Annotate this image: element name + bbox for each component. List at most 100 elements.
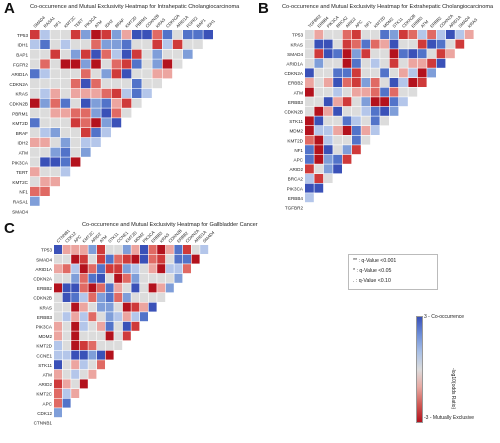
heatmap-cell: [342, 126, 352, 135]
heatmap-cell: [131, 245, 140, 254]
heatmap-cell: [370, 87, 380, 97]
heatmap-cell: [157, 254, 166, 264]
panel-c-title: Co-occurrence and Mutual Exclusivity Hea…: [82, 222, 258, 228]
heatmap-cell: [50, 118, 60, 128]
heatmap-cell: [40, 69, 50, 79]
heatmap-cell: [40, 157, 50, 167]
heatmap-cell: [370, 116, 380, 126]
heatmap-cell: [408, 49, 418, 59]
heatmap-cell: [79, 264, 88, 274]
heatmap-cell: [54, 360, 62, 370]
heatmap-cell: [79, 254, 88, 264]
heatmap-cell: [389, 68, 399, 78]
heatmap-cell: [333, 154, 342, 164]
heatmap-cell: [114, 312, 123, 322]
heatmap-cell: [417, 78, 427, 87]
heatmap-cell: [305, 39, 314, 49]
row-label-brca2: BRCA2: [288, 177, 304, 182]
heatmap-cell: [81, 79, 91, 89]
heatmap-cell: [50, 177, 60, 187]
heatmap-cell: [30, 128, 40, 138]
heatmap-cell: [71, 245, 80, 254]
heatmap-cell: [352, 49, 361, 59]
col-label-atm: ATM: [93, 19, 103, 29]
heatmap-cell: [70, 59, 81, 69]
heatmap-cell: [54, 283, 62, 293]
heatmap-cell: [408, 39, 418, 49]
heatmap-cell: [148, 283, 157, 293]
heatmap-cell: [40, 137, 50, 147]
row-label-arid1a: ARID1A: [35, 267, 53, 272]
heatmap-cell: [380, 116, 389, 126]
heatmap-cell: [389, 97, 399, 107]
heatmap-cell: [30, 49, 40, 59]
heatmap-cell: [142, 59, 152, 69]
heatmap-cell: [140, 302, 148, 312]
heatmap-cell: [81, 88, 91, 98]
heatmap-cell: [79, 273, 88, 283]
panel-b-title: Co-occurrence and Mutual Exclusivity Hea…: [282, 4, 494, 10]
heatmap-cell: [314, 39, 324, 49]
heatmap-cell: [105, 273, 114, 283]
heatmap-cell: [71, 254, 80, 264]
row-label-erbb2: ERBB2: [37, 286, 53, 291]
heatmap-cell: [122, 312, 131, 322]
heatmap-cell: [79, 302, 88, 312]
heatmap-cell: [62, 254, 71, 264]
heatmap-cell: [408, 58, 418, 68]
heatmap-cell: [436, 30, 446, 39]
row-label-braf: BRAF: [16, 131, 28, 136]
heatmap-cell: [71, 369, 80, 379]
heatmap-cell: [50, 108, 60, 118]
row-label-atm: ATM: [43, 373, 53, 378]
heatmap-cell: [380, 30, 389, 39]
heatmap-cell: [97, 293, 105, 302]
heatmap-cell: [370, 97, 380, 107]
row-label-kmt2d: KMT2D: [287, 138, 303, 143]
heatmap-cell: [140, 273, 148, 283]
heatmap-cell: [361, 49, 371, 59]
heatmap-cell: [131, 293, 140, 302]
heatmap-cell: [91, 118, 101, 128]
heatmap-cell: [165, 264, 174, 274]
row-label-atm: ATM: [294, 90, 304, 95]
heatmap-cell: [71, 379, 80, 389]
row-label-idh1: IDH1: [18, 43, 29, 48]
heatmap-cell: [427, 30, 436, 39]
col-label-apc: APC: [354, 19, 364, 29]
heatmap-cell: [105, 331, 114, 341]
heatmap-cell: [172, 59, 183, 69]
heatmap-cell: [70, 69, 81, 79]
heatmap-cell: [446, 49, 455, 59]
heatmap-cell: [60, 108, 71, 118]
heatmap-cell: [111, 69, 122, 79]
heatmap-cell: [380, 58, 389, 68]
heatmap-cell: [427, 68, 436, 78]
heatmap-cell: [361, 58, 371, 68]
heatmap-cell: [60, 118, 71, 128]
heatmap-cell: [54, 245, 62, 254]
heatmap-cell: [131, 273, 140, 283]
heatmap-cell: [191, 254, 200, 264]
heatmap-cell: [314, 116, 324, 126]
heatmap-cell: [152, 39, 162, 49]
heatmap-cell: [62, 293, 71, 302]
heatmap-cell: [71, 321, 80, 331]
heatmap-cell: [333, 58, 342, 68]
heatmap-cell: [427, 58, 436, 68]
heatmap-cell: [91, 98, 101, 108]
heatmap-cell: [352, 126, 361, 135]
heatmap-cell: [81, 39, 91, 49]
heatmap-cell: [389, 49, 399, 59]
heatmap-cell: [101, 128, 111, 138]
row-label-smad4: SMAD4: [12, 209, 28, 214]
heatmap-cell: [70, 79, 81, 89]
row-label-atm: ATM: [19, 150, 29, 155]
heatmap-cell: [352, 116, 361, 126]
heatmap-cell: [79, 350, 88, 360]
heatmap-cell: [40, 147, 50, 157]
heatmap-cell: [30, 39, 40, 49]
heatmap-cell: [70, 137, 81, 147]
heatmap-cell: [40, 88, 50, 98]
heatmap-cell: [342, 58, 352, 68]
